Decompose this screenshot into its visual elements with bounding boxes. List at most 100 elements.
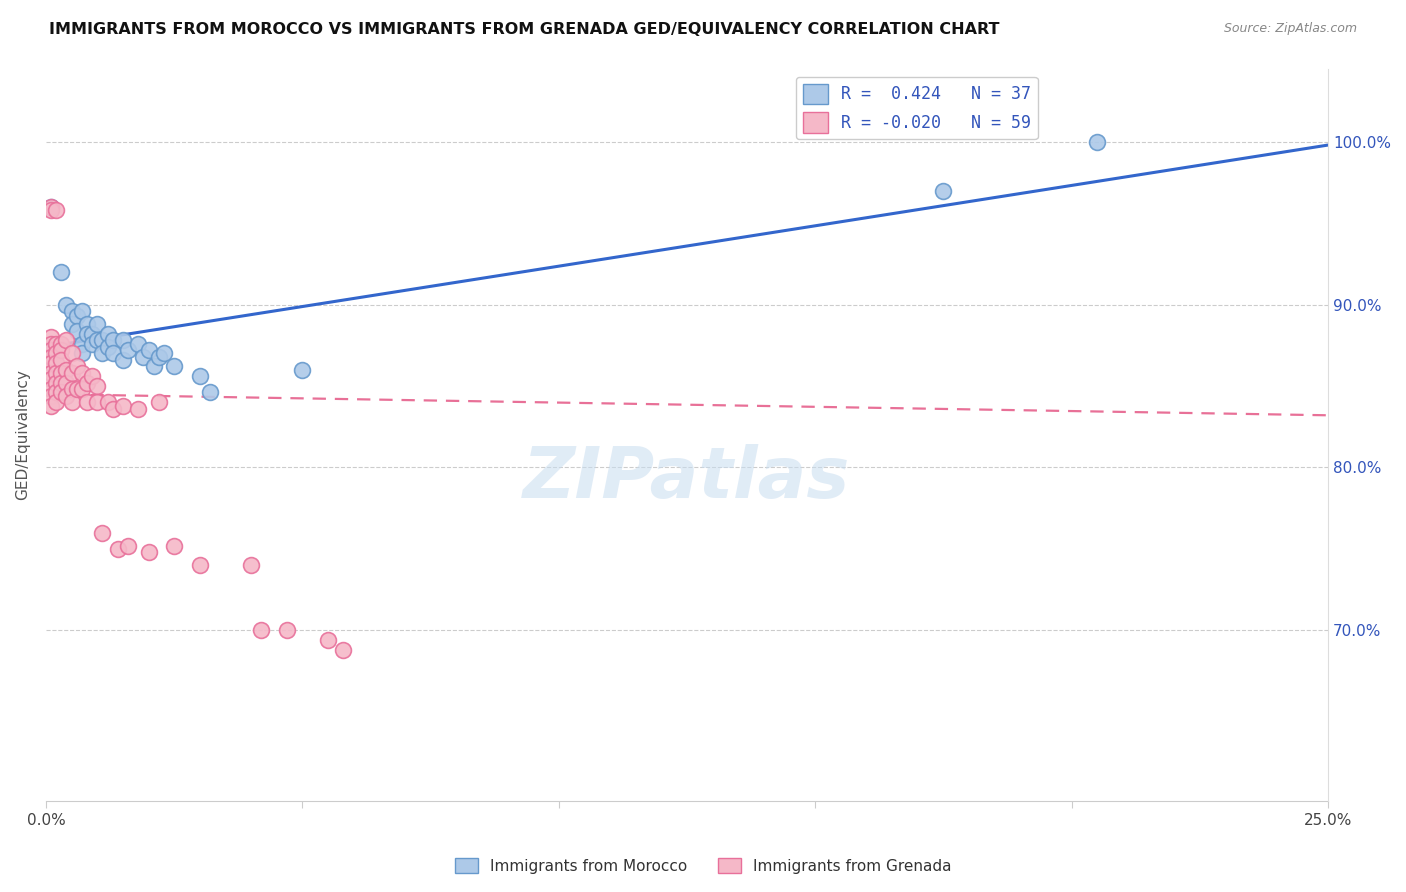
Point (45, 376, 67, 390)
Point (45, 385, 67, 400)
Point (107, 541, 129, 556)
Point (101, 346, 124, 360)
Point (39, 372, 62, 386)
Point (96, 340, 118, 354)
Point (60, 346, 83, 360)
Point (82, 326, 104, 341)
Point (51, 336, 73, 351)
Point (153, 346, 176, 360)
Point (39, 203, 62, 218)
Point (101, 401, 124, 416)
Point (276, 623, 298, 637)
Point (96, 326, 118, 341)
Point (66, 309, 89, 323)
Point (55, 362, 77, 376)
Point (70, 382, 93, 396)
Point (91, 525, 114, 540)
Point (70, 336, 93, 351)
Point (55, 297, 77, 311)
Point (82, 336, 104, 351)
Point (127, 336, 149, 351)
Point (45, 346, 67, 360)
Point (86, 317, 108, 331)
Point (51, 343, 73, 358)
Legend: Immigrants from Morocco, Immigrants from Grenada: Immigrants from Morocco, Immigrants from… (449, 852, 957, 880)
Point (240, 558, 263, 572)
Point (86, 334, 108, 348)
Point (138, 343, 160, 358)
Point (60, 317, 83, 331)
Point (39, 343, 62, 358)
Point (76, 376, 98, 390)
Point (101, 334, 124, 348)
Point (86, 379, 108, 393)
Point (45, 395, 67, 409)
Point (45, 366, 67, 380)
Point (39, 200, 62, 214)
Point (66, 382, 89, 396)
Point (117, 343, 139, 358)
Point (96, 395, 118, 409)
Point (316, 632, 339, 647)
Point (39, 350, 62, 364)
Point (291, 362, 314, 376)
Legend: R =  0.424   N = 37, R = -0.020   N = 59: R = 0.424 N = 37, R = -0.020 N = 59 (796, 77, 1038, 139)
Point (55, 334, 77, 348)
Point (76, 326, 98, 341)
Point (148, 395, 170, 409)
Y-axis label: GED/Equivalency: GED/Equivalency (15, 369, 30, 500)
Point (111, 353, 134, 368)
Point (332, 642, 354, 657)
Point (45, 336, 67, 351)
Point (39, 330, 62, 344)
Point (60, 366, 83, 380)
Point (39, 356, 62, 370)
Point (45, 356, 67, 370)
Point (250, 623, 273, 637)
Point (142, 359, 165, 374)
Point (66, 359, 89, 374)
Point (51, 376, 73, 390)
Point (55, 389, 77, 403)
Point (39, 389, 62, 403)
Point (60, 382, 83, 396)
Point (86, 395, 108, 409)
Point (51, 366, 73, 380)
Point (1085, 135, 1108, 149)
Point (91, 334, 114, 348)
Point (132, 350, 155, 364)
Point (117, 539, 139, 553)
Point (188, 558, 211, 572)
Point (70, 304, 93, 318)
Point (51, 385, 73, 400)
Point (60, 395, 83, 409)
Point (39, 200, 62, 214)
Text: Source: ZipAtlas.com: Source: ZipAtlas.com (1223, 22, 1357, 36)
Point (127, 401, 149, 416)
Text: ZIPatlas: ZIPatlas (523, 444, 851, 513)
Point (91, 346, 114, 360)
Point (198, 385, 221, 400)
Point (188, 369, 211, 384)
Point (70, 366, 93, 380)
Point (39, 366, 62, 380)
Point (55, 376, 77, 390)
Text: IMMIGRANTS FROM MOROCCO VS IMMIGRANTS FROM GRENADA GED/EQUIVALENCY CORRELATION C: IMMIGRANTS FROM MOROCCO VS IMMIGRANTS FR… (49, 22, 1000, 37)
Point (39, 336, 62, 351)
Point (39, 382, 62, 396)
Point (60, 304, 83, 318)
Point (111, 334, 134, 348)
Point (138, 545, 160, 559)
Point (932, 184, 955, 198)
Point (39, 399, 62, 413)
Point (111, 399, 134, 413)
Point (148, 350, 170, 364)
Point (45, 203, 67, 218)
Point (163, 359, 186, 374)
Point (51, 353, 73, 368)
Point (70, 346, 93, 360)
Point (76, 395, 98, 409)
Point (76, 317, 98, 331)
Point (66, 324, 89, 338)
Point (51, 265, 73, 279)
